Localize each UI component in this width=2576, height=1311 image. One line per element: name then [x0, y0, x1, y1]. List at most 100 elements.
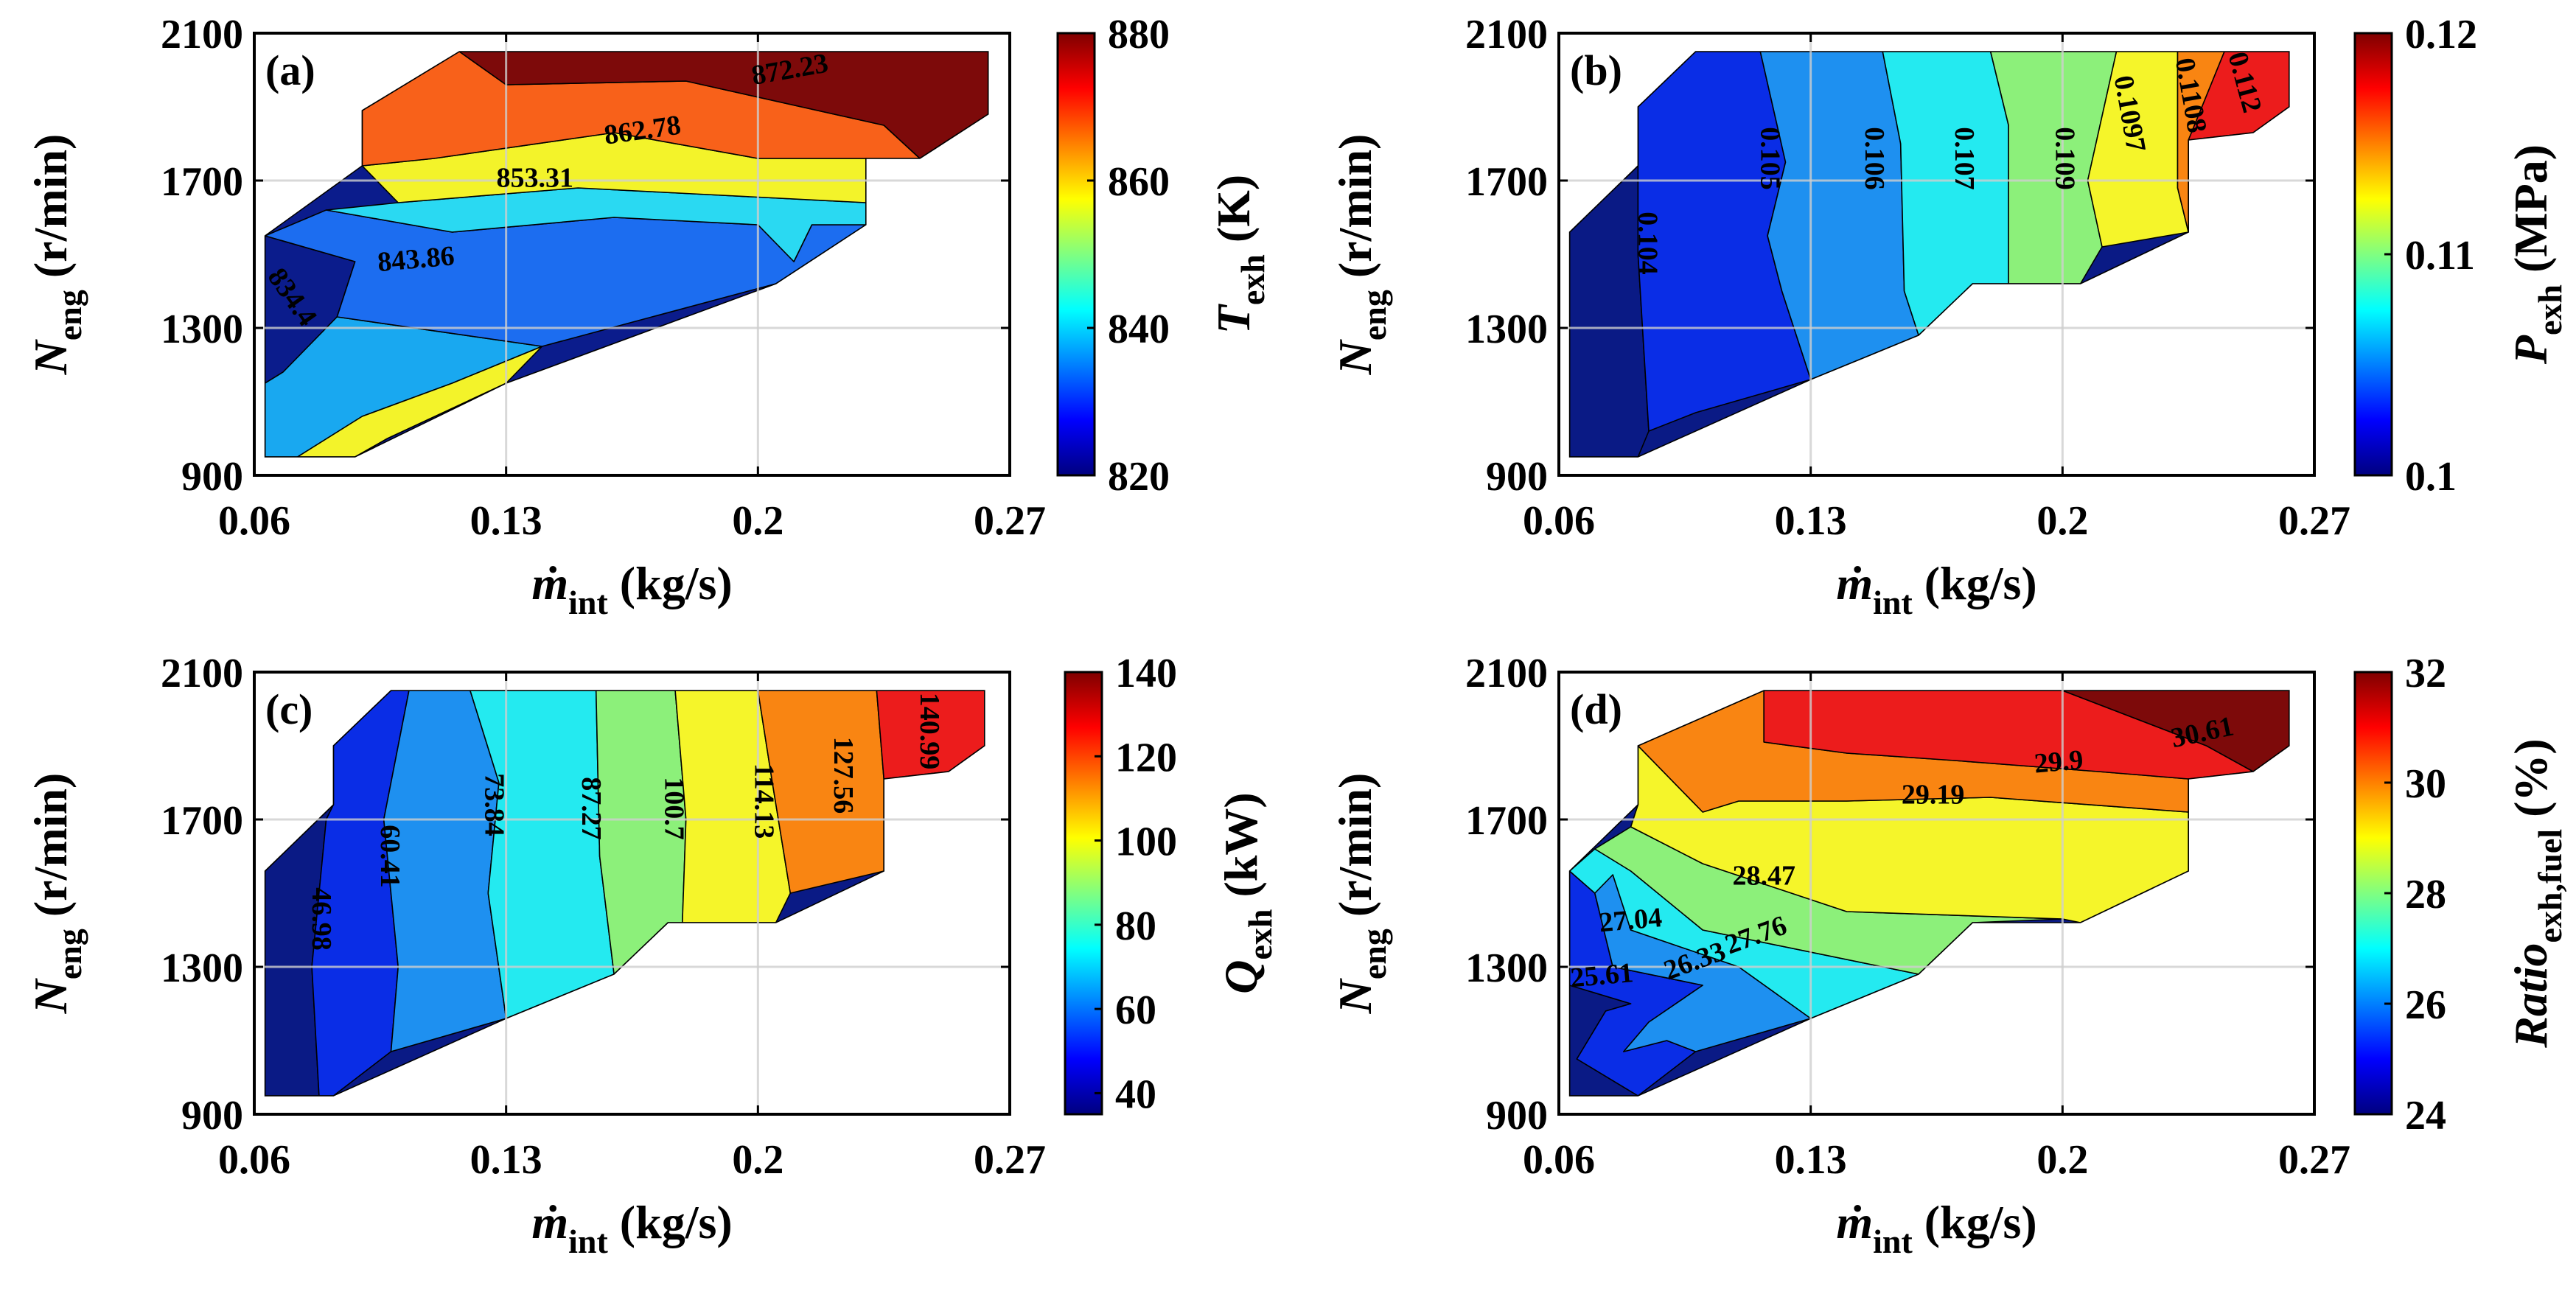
region-outline — [1568, 690, 2290, 1097]
contour-band-2 — [311, 691, 410, 1096]
contour-bands — [265, 52, 988, 457]
colorbar-tick-label: 0.11 — [2405, 233, 2475, 279]
region-outline — [264, 690, 985, 1097]
colorbar-label: Ratioexh,fuel (%) — [2505, 738, 2569, 1048]
contour-label-5: 0.109 — [2050, 127, 2081, 190]
x-tick-label: 0.13 — [1775, 498, 1847, 544]
y-tick-label: 1300 — [161, 307, 243, 352]
contour-label-8: 140.99 — [914, 693, 945, 770]
colorbar-tick-label: 840 — [1108, 307, 1170, 352]
axes-box — [1557, 671, 2316, 1116]
panel-label: (d) — [1570, 685, 1622, 733]
y-axis-label: Neng (r/min) — [24, 773, 88, 1015]
x-axis-label: ṁint (kg/s) — [531, 557, 732, 621]
x-tick-label: 0.2 — [732, 498, 783, 544]
colorbar-tick-label: 820 — [1108, 454, 1170, 500]
y-tick-label: 2100 — [161, 12, 243, 57]
region-outline — [264, 51, 989, 458]
colorbar-tick-label: 860 — [1108, 159, 1170, 205]
contour-label-6: 29.19 — [1902, 780, 1965, 811]
panel-label: (b) — [1570, 46, 1622, 94]
colorbar-label: Pexh (MPa) — [2505, 144, 2569, 365]
y-axis-label: Neng (r/min) — [24, 134, 88, 376]
x-tick-label: 0.06 — [1523, 1137, 1595, 1183]
contour-label-6: 114.13 — [748, 763, 779, 839]
y-tick-label: 1700 — [1465, 159, 1548, 205]
colorbar-label: Qexh (kW) — [1215, 792, 1279, 993]
y-tick-label: 1300 — [1465, 307, 1548, 352]
contour-label-5: 28.47 — [1732, 861, 1795, 892]
contour-bands — [1569, 691, 2289, 1096]
x-tick-label: 0.27 — [2278, 1137, 2350, 1183]
contour-label-2: 843.86 — [376, 240, 455, 278]
y-tick-label: 900 — [181, 1093, 243, 1139]
y-axis-label: Neng (r/min) — [1329, 134, 1393, 376]
colorbar — [1064, 671, 1103, 1116]
contour-bands — [265, 691, 985, 1096]
x-tick-label: 0.2 — [2036, 498, 2088, 544]
x-tick-label: 0.27 — [2278, 498, 2350, 544]
axes-box — [253, 671, 1011, 1116]
colorbar-tick-label: 80 — [1115, 903, 1156, 949]
x-tick-label: 0.13 — [470, 498, 542, 544]
y-tick-label: 900 — [181, 454, 243, 500]
contour-label-7: 29.9 — [2033, 744, 2084, 780]
x-tick-label: 0.2 — [2036, 1137, 2088, 1183]
axes-box — [1557, 32, 2316, 477]
y-tick-label: 1700 — [161, 798, 243, 844]
contour-label-3: 27.04 — [1598, 902, 1664, 938]
contour-label-3: 73.84 — [478, 773, 509, 836]
y-tick-label: 2100 — [161, 651, 243, 696]
contour-label-2: 60.41 — [374, 825, 405, 888]
y-tick-label: 1300 — [161, 945, 243, 991]
contour-label-5: 100.7 — [658, 777, 689, 840]
x-tick-label: 0.13 — [470, 1137, 542, 1183]
colorbar-tick-label: 100 — [1115, 819, 1177, 865]
panel-label: (c) — [265, 685, 313, 733]
x-axis-label: ṁint (kg/s) — [1836, 557, 2036, 621]
contour-label-1: 0.104 — [1632, 211, 1663, 275]
colorbar — [1056, 32, 1096, 477]
panel-label: (a) — [265, 46, 315, 94]
y-tick-label: 900 — [1486, 454, 1548, 500]
contour-bands — [1569, 52, 2289, 457]
colorbar-tick-label: 120 — [1115, 735, 1177, 780]
y-tick-label: 1700 — [1465, 798, 1548, 844]
x-tick-label: 0.27 — [974, 1137, 1046, 1183]
contour-label-2: 0.105 — [1754, 127, 1785, 190]
y-tick-label: 2100 — [1465, 12, 1548, 57]
region-outline — [1568, 51, 2290, 458]
x-tick-label: 0.06 — [1523, 498, 1595, 544]
contour-label-3: 853.31 — [496, 163, 573, 194]
x-axis-label: ṁint (kg/s) — [1836, 1196, 2036, 1260]
y-tick-label: 1300 — [1465, 945, 1548, 991]
contour-label-1: 25.61 — [1569, 957, 1635, 993]
colorbar-tick-label: 24 — [2405, 1093, 2446, 1139]
colorbar-label: Texh (K) — [1207, 175, 1271, 335]
colorbar-tick-label: 880 — [1108, 12, 1170, 57]
colorbar-tick-label: 30 — [2405, 761, 2446, 807]
y-axis-label: Neng (r/min) — [1329, 773, 1393, 1015]
x-tick-label: 0.27 — [974, 498, 1046, 544]
x-tick-label: 0.13 — [1775, 1137, 1847, 1183]
colorbar-tick-label: 0.1 — [2405, 454, 2457, 500]
x-tick-label: 0.2 — [732, 1137, 783, 1183]
y-tick-label: 1700 — [161, 159, 243, 205]
axes-box — [253, 32, 1011, 477]
contour-label-7: 127.56 — [828, 737, 859, 814]
contour-label-4: 87.27 — [576, 777, 607, 840]
contour-label-3: 0.106 — [1859, 127, 1890, 190]
y-tick-label: 900 — [1486, 1093, 1548, 1139]
colorbar-tick-label: 40 — [1115, 1071, 1156, 1117]
colorbar-tick-label: 0.12 — [2405, 12, 2477, 57]
y-tick-label: 2100 — [1465, 651, 1548, 696]
colorbar-tick-label: 26 — [2405, 982, 2446, 1028]
x-tick-label: 0.06 — [218, 498, 290, 544]
contour-label-1: 46.98 — [306, 887, 337, 951]
x-axis-label: ṁint (kg/s) — [531, 1196, 732, 1260]
colorbar-tick-label: 140 — [1115, 651, 1177, 696]
